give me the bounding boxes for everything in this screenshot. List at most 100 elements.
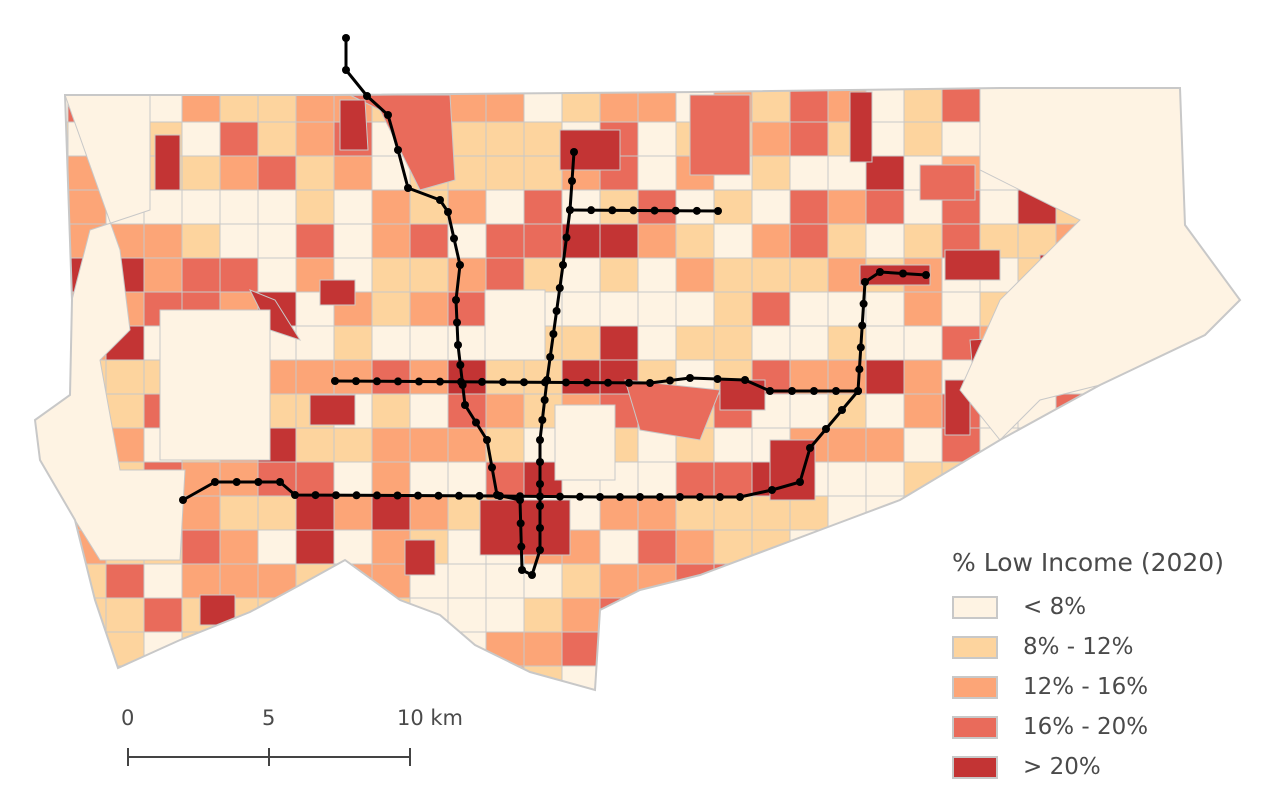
neighbourhood <box>751 529 791 565</box>
neighbourhood <box>523 631 563 667</box>
legend-item: 16% - 20% <box>952 707 1224 747</box>
neighbourhood <box>257 597 297 633</box>
neighbourhood <box>1131 461 1171 497</box>
station-dot <box>394 146 402 154</box>
station-dot <box>922 271 930 279</box>
neighbourhood <box>903 427 943 463</box>
station-dot <box>404 184 412 192</box>
neighbourhood <box>485 427 525 463</box>
neighbourhood <box>865 427 905 463</box>
station-dot <box>696 493 704 501</box>
neighbourhood <box>637 257 677 293</box>
neighbourhood <box>1169 393 1209 429</box>
neighbourhood <box>295 597 335 633</box>
station-dot <box>713 375 722 383</box>
station-dot <box>331 377 339 385</box>
neighbourhood <box>789 257 829 293</box>
neighbourhood <box>827 529 867 565</box>
station-dot <box>546 353 555 361</box>
neighbourhood <box>1207 121 1240 157</box>
neighbourhood <box>333 597 373 633</box>
legend-swatch <box>952 635 998 659</box>
neighbourhood <box>1131 495 1171 531</box>
station-dot <box>536 458 544 466</box>
neighbourhood <box>865 529 905 565</box>
neighbourhood <box>523 189 563 225</box>
neighbourhood <box>485 393 525 429</box>
station-dot <box>856 343 865 352</box>
neighbourhood <box>295 325 335 361</box>
neighbourhood <box>1246 462 1279 496</box>
station-dot <box>179 496 187 504</box>
neighbourhood <box>827 291 867 327</box>
neighbourhood <box>789 393 829 429</box>
neighbourhood <box>105 665 145 690</box>
neighbourhood <box>1246 598 1279 632</box>
neighbourhood <box>713 665 753 690</box>
neighbourhood <box>1246 292 1279 326</box>
station-dot <box>716 493 724 501</box>
neighbourhood <box>827 631 867 667</box>
neighbourhood <box>561 291 601 327</box>
neighbourhood <box>143 223 183 259</box>
neighbourhood <box>789 291 829 327</box>
station-dot <box>822 425 830 433</box>
neighbourhood <box>751 189 791 225</box>
neighbourhood <box>333 563 373 599</box>
station-dot <box>810 387 818 395</box>
neighbourhood <box>295 461 335 497</box>
neighbourhood <box>561 563 601 599</box>
station-dot <box>342 34 350 42</box>
neighbourhood <box>865 597 905 633</box>
neighbourhood <box>713 257 753 293</box>
neighbourhood <box>257 155 297 191</box>
neighbourhood <box>35 495 69 531</box>
neighbourhood <box>827 223 867 259</box>
station-dot <box>342 66 350 74</box>
neighbourhood <box>35 189 69 225</box>
neighbourhood <box>637 529 677 565</box>
neighbourhood <box>675 495 715 531</box>
station-dot <box>352 377 360 386</box>
neighbourhood <box>1093 495 1133 531</box>
neighbourhood <box>409 291 449 327</box>
neighbourhood <box>827 189 867 225</box>
neighbourhood <box>409 461 449 497</box>
neighbourhood <box>35 359 69 395</box>
neighbourhood <box>1093 393 1133 429</box>
neighbourhood <box>35 325 69 361</box>
neighbourhood <box>865 359 905 395</box>
neighbourhood <box>257 189 297 225</box>
station-dot <box>625 378 633 387</box>
neighbourhood <box>827 597 867 633</box>
neighbourhood <box>371 427 411 463</box>
neighbourhood <box>485 665 525 690</box>
neighbourhood <box>1246 530 1279 564</box>
neighbourhood <box>295 427 335 463</box>
neighbourhood <box>219 88 259 123</box>
neighbourhood <box>523 121 563 157</box>
neighbourhood <box>675 189 715 225</box>
neighbourhood <box>35 257 69 293</box>
neighbourhood <box>865 223 905 259</box>
neighbourhood <box>865 393 905 429</box>
neighbourhood <box>1207 359 1240 395</box>
station-dot <box>517 542 526 551</box>
neighbourhood <box>371 325 411 361</box>
neighbourhood <box>447 427 487 463</box>
station-dot <box>692 206 701 215</box>
station-dot <box>414 491 422 500</box>
station-dot <box>434 491 443 500</box>
neighbourhood <box>35 155 69 191</box>
neighbourhood <box>333 495 373 531</box>
neighbourhood <box>713 291 753 327</box>
neighbourhood <box>35 631 69 667</box>
neighbourhood <box>865 665 905 690</box>
neighbourhood <box>599 257 639 293</box>
neighbourhood <box>713 223 753 259</box>
neighbourhood <box>409 597 449 633</box>
station-dot <box>452 296 460 304</box>
neighbourhood <box>599 665 639 690</box>
neighbourhood <box>447 121 487 157</box>
neighbourhood <box>333 529 373 565</box>
